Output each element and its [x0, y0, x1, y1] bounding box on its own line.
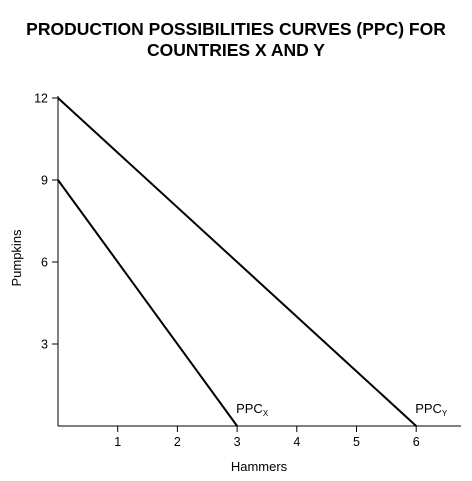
- axes: [57, 96, 461, 427]
- x-tick-label: 4: [293, 435, 300, 449]
- x-tick-label: 5: [353, 435, 360, 449]
- ppc-x-line: [57, 179, 238, 427]
- y-axis-label: Pumpkins: [9, 229, 24, 287]
- y-axis-ticks: 3 6 9 12: [34, 92, 58, 352]
- y-tick-label: 12: [34, 92, 48, 106]
- chart-title-line-1: PRODUCTION POSSIBILITIES CURVES (PPC) FO…: [26, 19, 446, 39]
- y-tick-label: 9: [41, 174, 48, 188]
- x-axis-ticks: 1 2 3 4 5 6: [114, 426, 420, 449]
- x-axis-label: Hammers: [231, 459, 288, 474]
- ppc-x-label: PPCX: [236, 401, 269, 418]
- y-tick-label: 3: [41, 338, 48, 352]
- x-tick-label: 1: [114, 435, 121, 449]
- x-tick-label: 3: [234, 435, 241, 449]
- chart-title: PRODUCTION POSSIBILITIES CURVES (PPC) FO…: [0, 19, 472, 61]
- ppc-y-line: [57, 97, 417, 427]
- series-lines: [57, 97, 417, 427]
- chart-title-line-2: COUNTRIES X AND Y: [147, 40, 325, 60]
- ppc-y-label: PPCY: [415, 401, 448, 418]
- y-tick-label: 6: [41, 256, 48, 270]
- series-labels: PPCX PPCY: [236, 401, 448, 418]
- x-tick-label: 6: [413, 435, 420, 449]
- x-tick-label: 2: [174, 435, 181, 449]
